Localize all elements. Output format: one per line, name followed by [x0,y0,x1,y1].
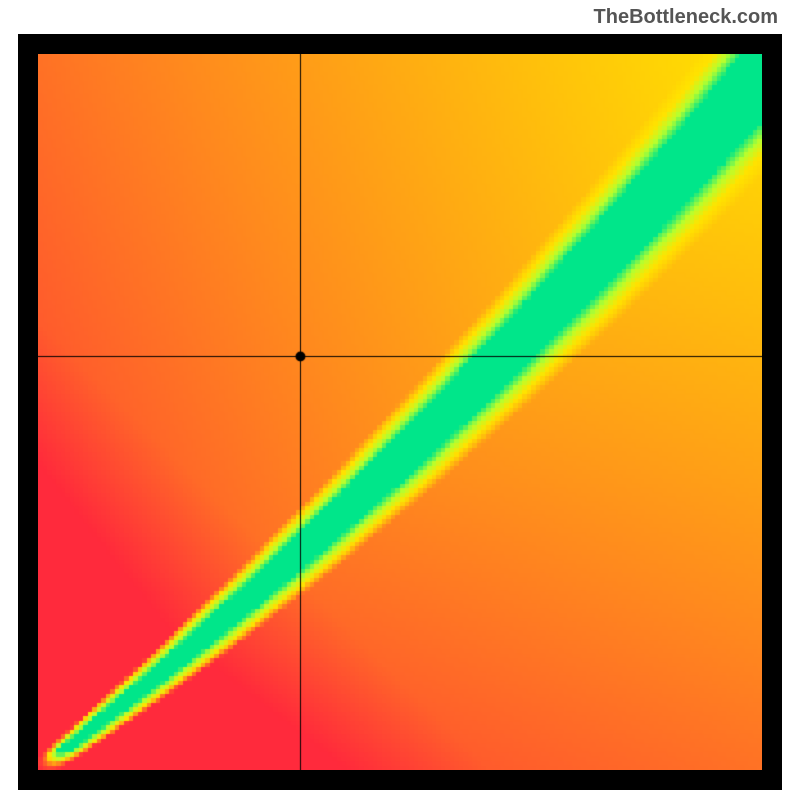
bottleneck-heatmap [18,34,782,790]
watermark-text: TheBottleneck.com [594,6,778,29]
crosshair-overlay [38,54,762,770]
chart-container: TheBottleneck.com [0,0,800,800]
